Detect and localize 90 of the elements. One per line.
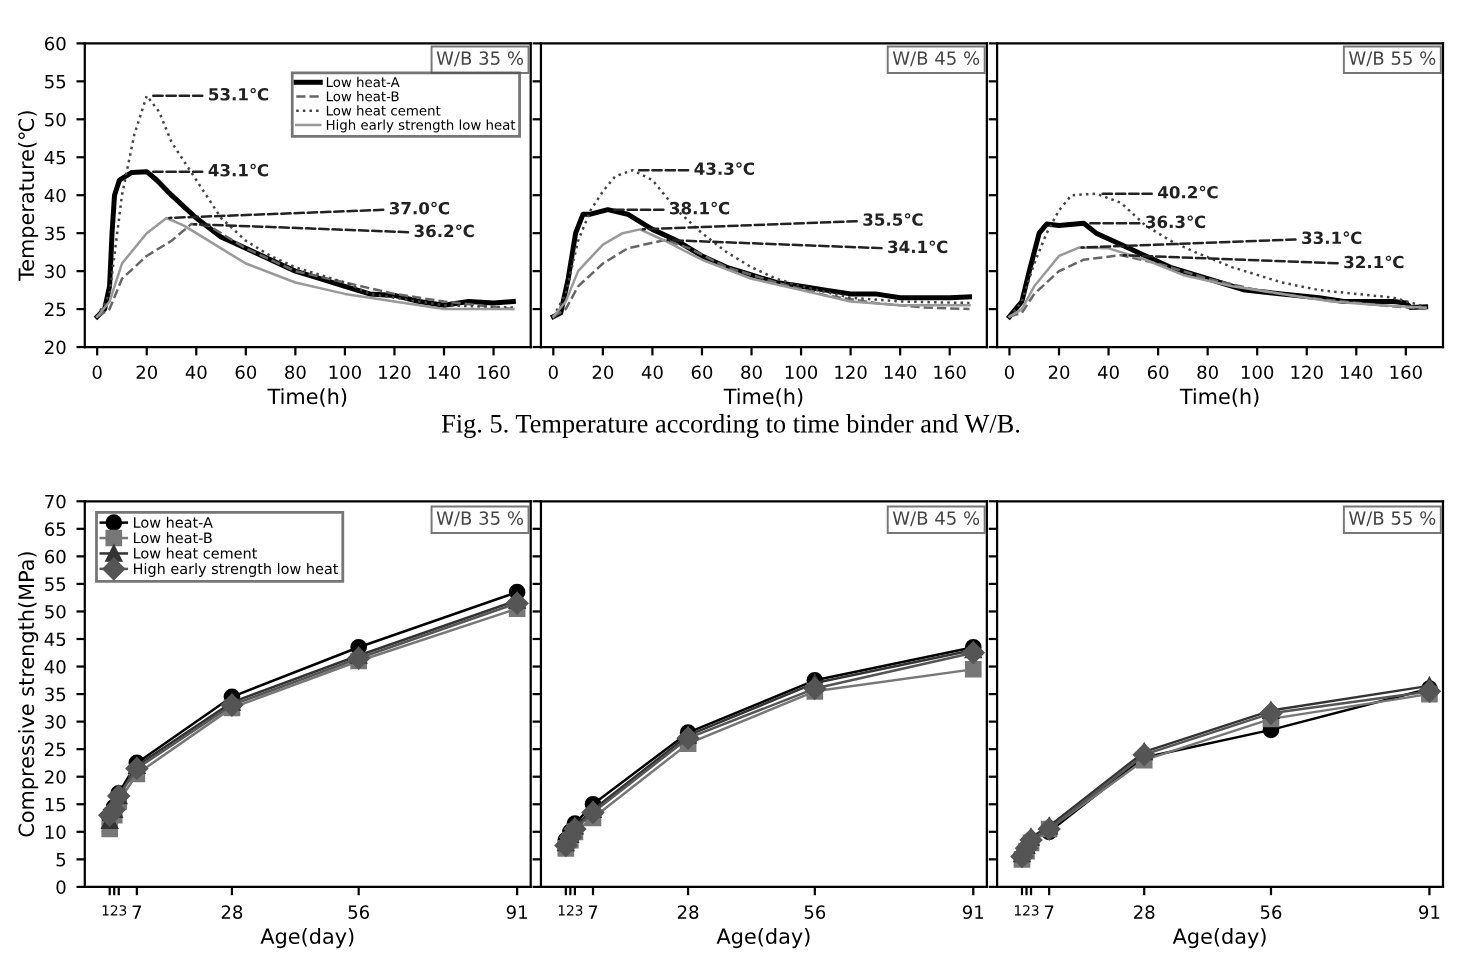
x-tick-label: 100: [785, 365, 818, 380]
y-tick-label: 70: [45, 494, 66, 509]
x-tick-label: 7: [132, 905, 142, 919]
x-tick-label: 160: [934, 365, 966, 380]
x-tick-label: 160: [1390, 365, 1422, 380]
x-tick-label: 28: [221, 905, 243, 919]
y-tick-label: 45: [44, 632, 66, 647]
caption: Fig. 5. Temperature according to time binder and W/B.: [441, 414, 1020, 439]
y-tick-label: 55: [45, 75, 66, 89]
x-tick-label: 20: [592, 365, 614, 380]
x-tick-label: 80: [741, 365, 762, 380]
x-tick-label: 80: [1197, 365, 1218, 380]
annotation: 43.3℃: [694, 162, 754, 175]
y-axis-title: Compressive strength(MPa): [18, 552, 39, 837]
x-tick-label: 7: [588, 905, 598, 919]
y-tick-label: 50: [45, 112, 66, 127]
x-tick-label: 0: [548, 365, 558, 380]
y-tick-label: 15: [45, 797, 66, 812]
x-tick-label: 60: [1147, 365, 1169, 380]
y-tick-label: 45: [44, 150, 66, 165]
annotation: 36.3℃: [1146, 215, 1206, 229]
y-tick-label: 50: [45, 604, 66, 619]
x-axis-title: Age(day): [1172, 927, 1266, 949]
y-tick-label: 55: [45, 577, 66, 592]
x-tick-label: 140: [428, 365, 461, 380]
x-tick-label: 56: [1260, 905, 1282, 919]
y-tick-label: 25: [45, 742, 66, 757]
y-tick-label: 30: [45, 715, 66, 729]
x-tick-label: 56: [804, 905, 826, 919]
x-tick-label: 120: [379, 365, 411, 380]
x-axis-title: Age(day): [260, 927, 354, 949]
annotation: 32.1℃: [1344, 255, 1404, 269]
x-tick-label: 120: [1291, 365, 1323, 380]
y-axis-title: Temperature(℃): [18, 111, 39, 282]
y-tick-label: 0: [56, 880, 66, 894]
x-tick-label: 56: [348, 905, 370, 919]
annotation: 33.1℃: [1302, 231, 1362, 245]
y-tick-label: 35: [45, 687, 66, 702]
x-tick-label: 100: [329, 365, 361, 380]
y-tick-label: 30: [45, 264, 66, 279]
x-tick-label: 20: [1048, 365, 1070, 380]
annotation: 36.2℃: [414, 224, 474, 238]
annotation: W/B 35 %: [436, 51, 524, 67]
x-tick-label: 91: [962, 905, 984, 919]
y-tick-label: 10: [45, 825, 66, 839]
annotation: 34.1℃: [888, 240, 948, 254]
x-tick-label: 0: [1004, 365, 1015, 380]
y-tick-label: 60: [45, 549, 66, 564]
x-tick-label: 60: [691, 365, 713, 380]
x-tick-label: 40: [1097, 365, 1119, 380]
annotation: 38.1℃: [670, 201, 730, 215]
y-tick-label: 65: [45, 522, 66, 536]
x-axis-title: Time(h): [723, 388, 803, 407]
x-tick-label: 140: [1341, 365, 1373, 380]
annotation: W/B 55 %: [1348, 511, 1436, 527]
y-tick-label: 20: [45, 340, 66, 355]
x-axis-title: Age(day): [716, 927, 810, 949]
x-axis-title: Time(h): [267, 388, 347, 407]
annotation: W/B 45 %: [892, 511, 980, 527]
annotation: 53.1℃: [209, 87, 269, 101]
annotation: W/B 35 %: [436, 511, 524, 527]
x-tick-label: 140: [884, 365, 917, 380]
x-tick-label: 120: [835, 365, 867, 380]
x-tick-label: 60: [235, 365, 257, 380]
annotation: 37.0℃: [389, 201, 450, 215]
y-tick-label: 40: [44, 660, 66, 674]
x-tick-label: 28: [1134, 905, 1155, 919]
annotation: W/B 45 %: [892, 51, 980, 67]
x-axis-title: Time(h): [1179, 388, 1259, 407]
x-tick-label: 80: [285, 365, 306, 380]
annotation: 40.2℃: [1158, 185, 1218, 199]
y-tick-label: 40: [44, 188, 66, 203]
y-tick-label: 5: [56, 853, 66, 867]
annotation: 35.5℃: [863, 213, 923, 226]
x-tick-label: 100: [1241, 365, 1274, 380]
x-tick-label: 40: [185, 365, 207, 380]
y-tick-label: 35: [45, 226, 66, 241]
x-tick-label: 91: [506, 905, 527, 919]
annotation: W/B 55 %: [1348, 51, 1436, 67]
x-tick-label: 160: [478, 365, 510, 380]
y-tick-label: 20: [45, 770, 66, 784]
annotation: 43.1℃: [208, 163, 269, 177]
x-tick-label: 20: [136, 365, 158, 380]
x-tick-label: 0: [92, 365, 102, 380]
y-tick-label: 60: [45, 36, 66, 51]
x-tick-label: 28: [677, 905, 699, 919]
y-tick-label: 25: [45, 302, 66, 317]
x-tick-label: 7: [1044, 905, 1054, 919]
x-tick-label: 91: [1419, 905, 1440, 919]
x-tick-label: 40: [641, 365, 663, 380]
